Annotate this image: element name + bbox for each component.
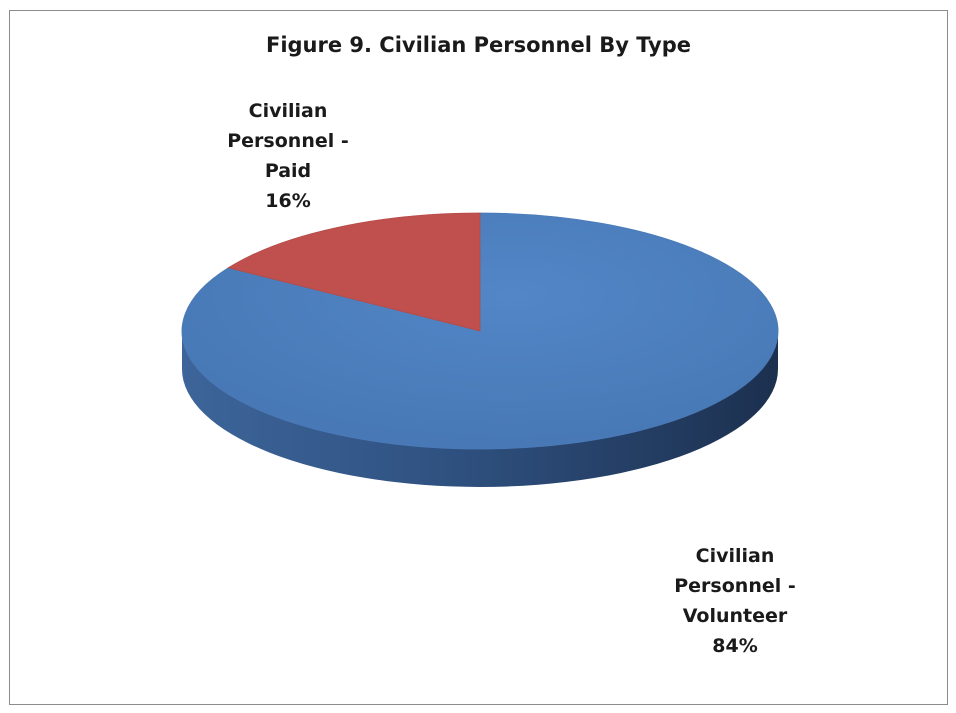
chart-title: Figure 9. Civilian Personnel By Type [265, 33, 692, 57]
slice-label-line: Civilian [248, 100, 328, 122]
slice-label-line: Personnel - [674, 575, 796, 597]
pie-slice-side [182, 331, 778, 487]
slice-label-paid: Civilian Personnel - Paid 16% [208, 96, 368, 216]
chart-frame: Figure 9. Civilian Personnel By Type Civ… [9, 10, 948, 705]
pie-slice [181, 212, 779, 450]
pie-chart [181, 212, 779, 487]
slice-label-line: Volunteer [682, 605, 788, 627]
slice-label-line: Paid [264, 160, 312, 182]
slice-label-volunteer: Civilian Personnel - Volunteer 84% [650, 541, 820, 661]
slice-label-line: Civilian [695, 545, 775, 567]
pie-slice [227, 212, 481, 332]
slice-label-line: Personnel - [227, 130, 349, 152]
slice-value-label: 84% [712, 635, 758, 657]
slice-value-label: 16% [265, 190, 311, 212]
